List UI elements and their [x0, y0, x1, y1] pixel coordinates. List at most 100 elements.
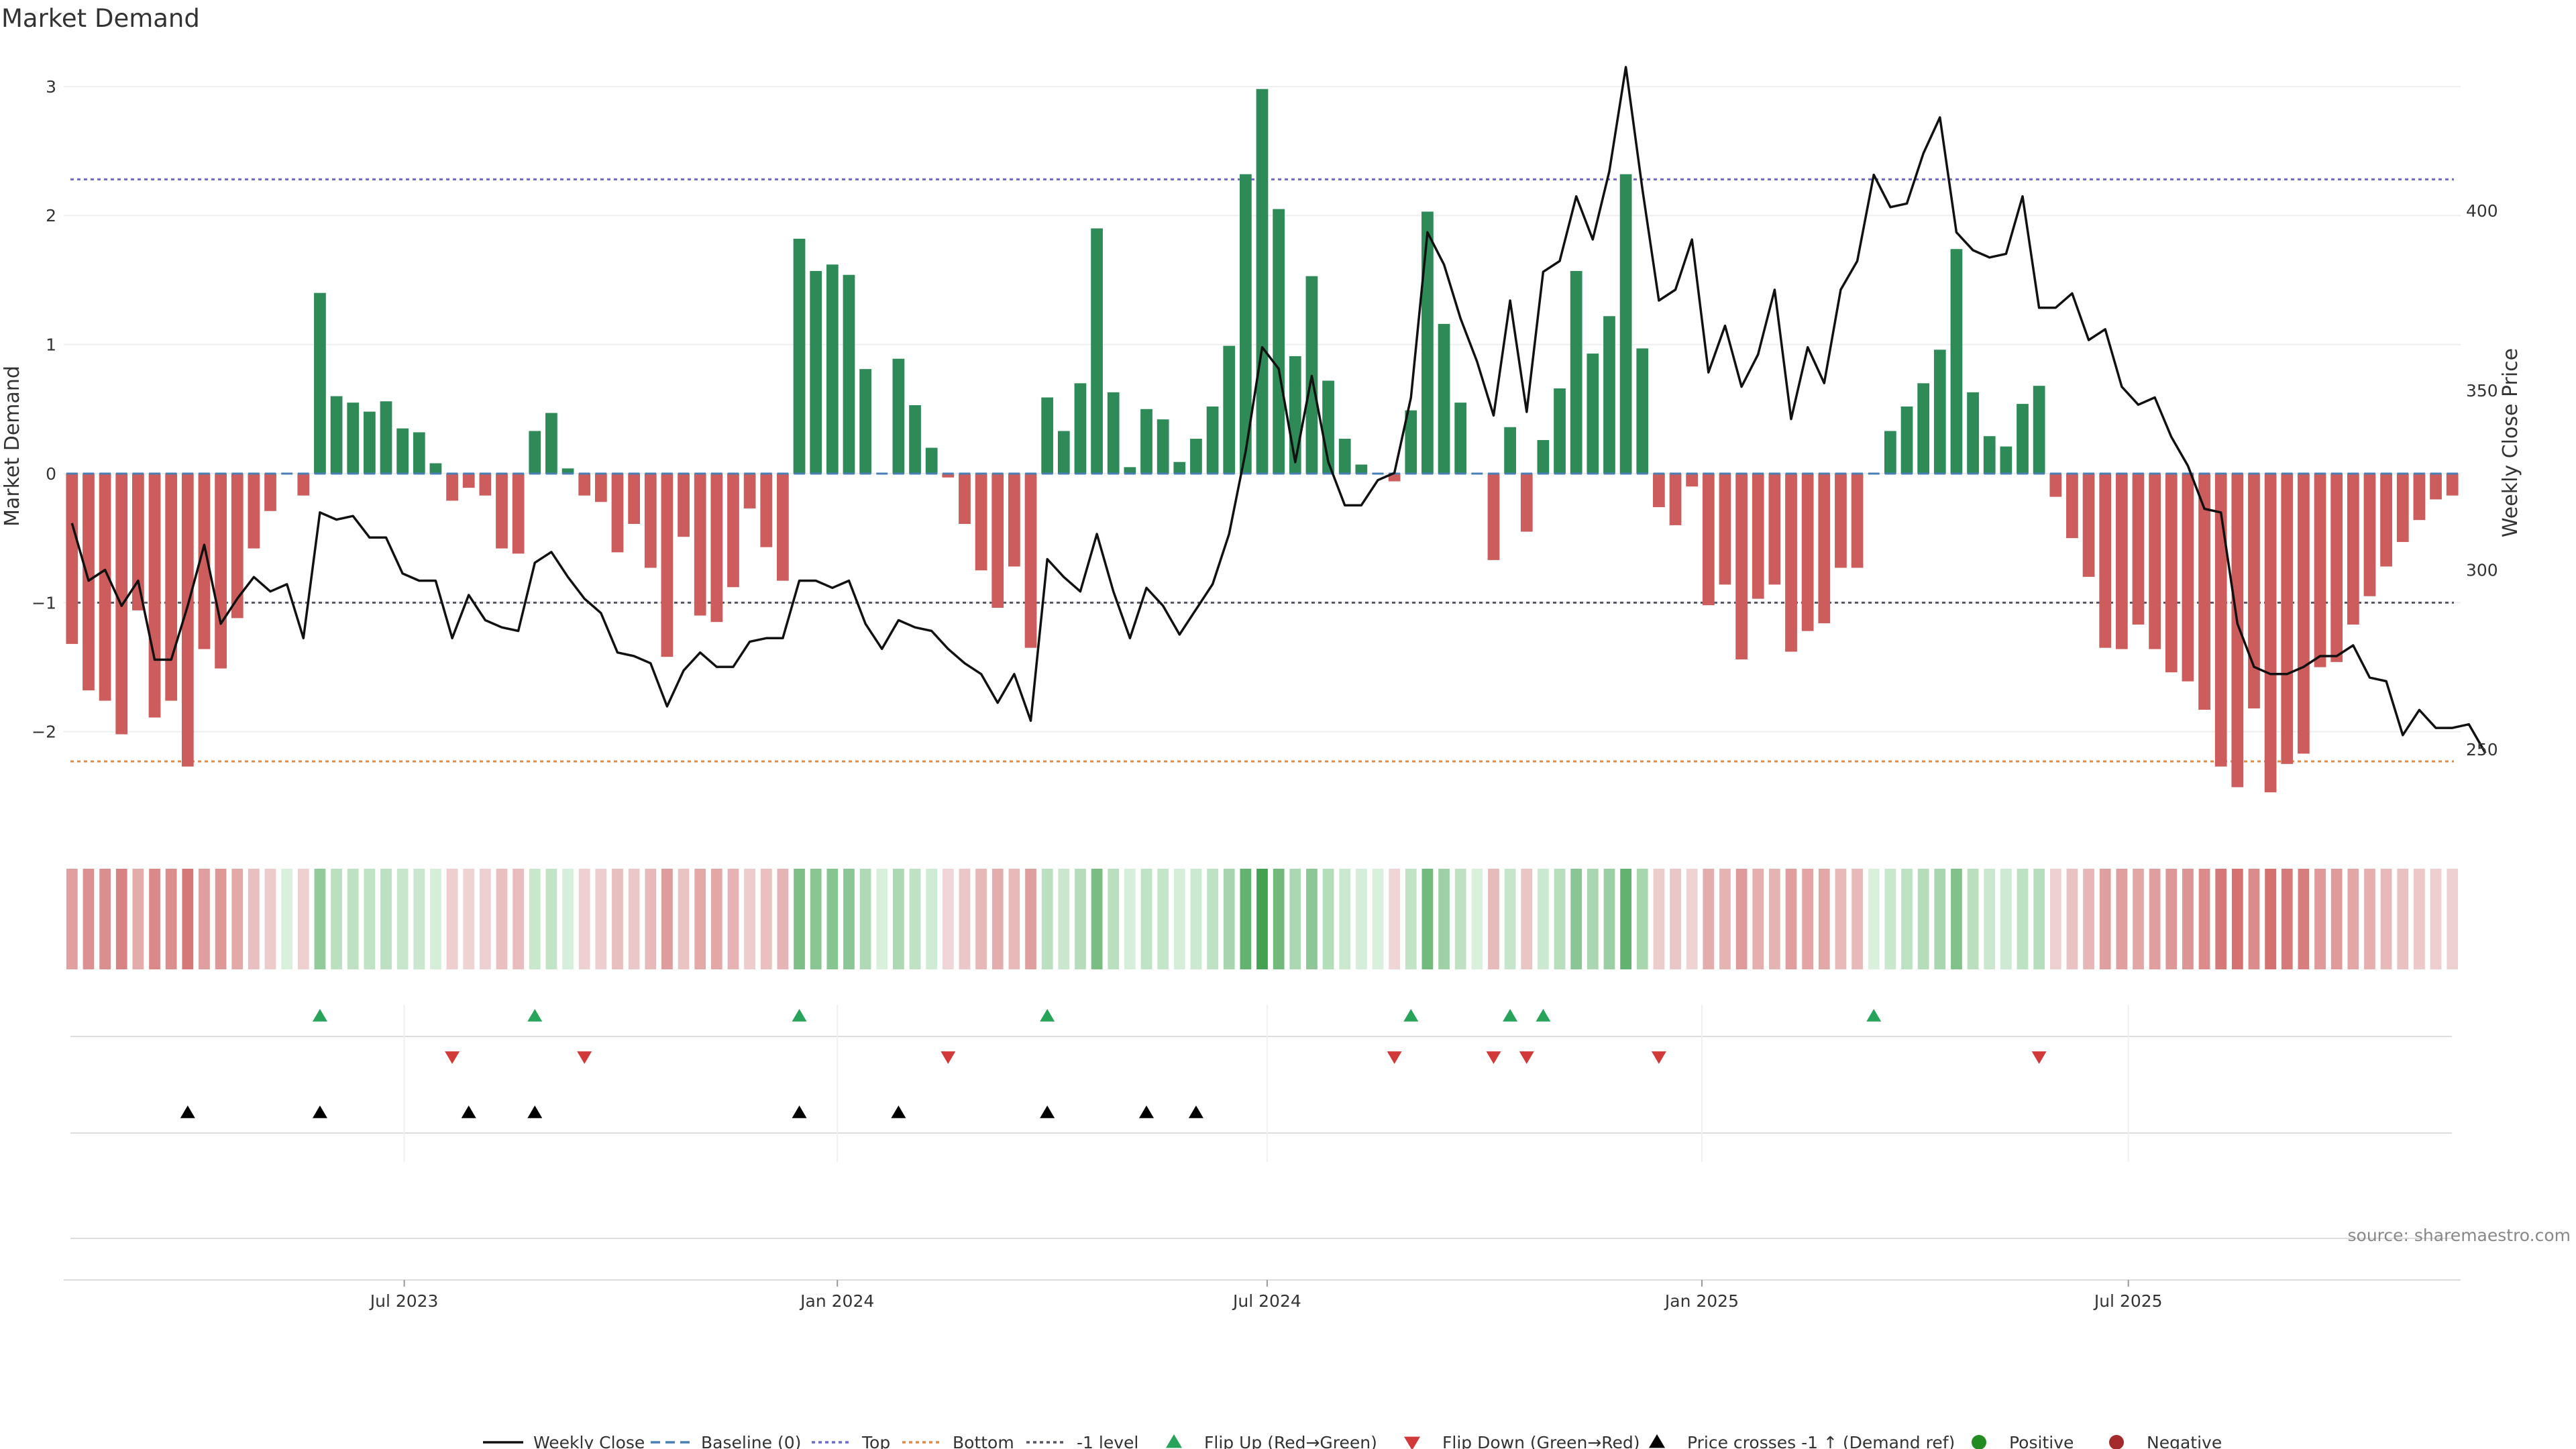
heat-cell-36: [661, 869, 673, 969]
heat-cell-134: [2281, 869, 2293, 969]
heat-cell-5: [149, 869, 160, 969]
heat-cell-132: [2248, 869, 2260, 969]
heat-cell-10: [231, 869, 244, 969]
flip-down-marker-4: [1486, 1051, 1501, 1064]
demand-bar-34: [628, 473, 640, 524]
demand-bar-133: [2264, 473, 2277, 793]
heat-cell-89: [1538, 869, 1549, 969]
demand-bar-137: [2330, 473, 2343, 662]
heat-cell-124: [2116, 869, 2128, 969]
heat-cell-72: [1256, 869, 1268, 969]
heat-cell-53: [942, 869, 954, 969]
heat-cell-114: [1951, 869, 1962, 969]
heat-cell-143: [2430, 869, 2442, 969]
heat-cell-54: [959, 869, 971, 969]
demand-bar-102: [1752, 473, 1764, 599]
demand-bar-118: [2017, 404, 2029, 474]
heat-cell-135: [2298, 869, 2310, 969]
heat-cell-44: [794, 869, 805, 969]
heat-cell-75: [1306, 869, 1318, 969]
y-tick-left-4: −1: [32, 593, 56, 612]
price-cross-marker-4: [792, 1106, 807, 1118]
heat-cell-86: [1488, 869, 1499, 969]
heat-cell-103: [1769, 869, 1780, 969]
heat-cell-137: [2330, 869, 2343, 969]
heat-cell-49: [876, 869, 888, 969]
heat-cell-82: [1421, 869, 1434, 969]
heat-cell-13: [281, 869, 293, 969]
heat-cell-94: [1620, 869, 1631, 969]
heat-cell-38: [694, 869, 706, 969]
demand-bar-92: [1587, 354, 1599, 474]
legend: Weekly Close Baseline (0) Top Bottom -1 leve…: [483, 1433, 2222, 1449]
demand-bar-57: [1008, 473, 1020, 567]
heat-cell-20: [396, 869, 409, 969]
y-tick-right-3: 250: [2466, 740, 2498, 759]
flip-up-marker-2: [792, 1009, 807, 1022]
heat-cell-111: [1901, 869, 1913, 969]
demand-bar-131: [2231, 473, 2244, 788]
demand-bar-21: [413, 432, 425, 474]
heat-cell-4: [132, 869, 144, 969]
heat-cell-46: [826, 869, 839, 969]
demand-bar-11: [248, 473, 260, 549]
price-cross-marker-3: [527, 1106, 543, 1118]
heat-cell-133: [2265, 869, 2277, 969]
flip-up-marker-6: [1536, 1009, 1551, 1022]
heat-cell-92: [1587, 869, 1599, 969]
demand-bar-89: [1537, 439, 1550, 474]
heat-cell-140: [2380, 869, 2392, 969]
heat-cell-29: [545, 869, 557, 969]
legend-swatch-6: [1404, 1436, 1420, 1449]
heat-cell-67: [1173, 869, 1185, 969]
demand-bar-120: [2049, 473, 2062, 497]
y-tick-right-2: 300: [2466, 561, 2498, 580]
heat-cell-64: [1124, 869, 1136, 969]
heat-cell-69: [1207, 869, 1218, 969]
demand-bar-99: [1702, 473, 1715, 606]
heat-cell-55: [975, 869, 987, 969]
flip-up-marker-1: [527, 1009, 543, 1022]
heat-cell-83: [1438, 869, 1450, 969]
heat-cell-107: [1835, 869, 1847, 969]
demand-bar-69: [1206, 406, 1219, 474]
y-tick-left-0: 3: [46, 77, 56, 97]
heat-cell-115: [1967, 869, 1979, 969]
y-axis-ticks: 3 2 1 0 −1 −2 400 350 300 250: [32, 77, 2498, 759]
demand-bar-29: [545, 413, 557, 474]
legend-label-3: Bottom: [953, 1433, 1014, 1449]
demand-bar-39: [710, 473, 723, 623]
heat-cell-138: [2347, 869, 2359, 969]
weekly-close-line: [70, 66, 2487, 754]
demand-bar-97: [1669, 473, 1682, 525]
heat-cell-113: [1934, 869, 1946, 969]
heat-cell-23: [446, 869, 458, 969]
y-tick-right-1: 350: [2466, 381, 2498, 400]
heat-cell-142: [2414, 869, 2425, 969]
heat-cell-33: [612, 869, 623, 969]
demand-bar-61: [1074, 383, 1087, 474]
source-note: source: sharemaestro.com: [2348, 1226, 2571, 1245]
demand-bar-122: [2082, 473, 2095, 577]
heat-cell-87: [1504, 869, 1516, 969]
heat-cell-76: [1322, 869, 1334, 969]
demand-bar-141: [2396, 473, 2409, 542]
price-cross-marker-2: [461, 1106, 476, 1118]
heat-cell-131: [2231, 869, 2243, 969]
flip-up-marker-5: [1503, 1009, 1518, 1022]
heat-cell-32: [595, 869, 607, 969]
demand-bar-27: [512, 473, 525, 554]
demand-bar-36: [661, 473, 674, 657]
heat-cell-24: [463, 869, 475, 969]
heat-cell-9: [215, 869, 227, 969]
heat-cell-120: [2049, 869, 2061, 969]
demand-bar-5: [148, 473, 161, 718]
heat-cell-22: [430, 869, 441, 969]
legend-label-1: Baseline (0): [701, 1433, 801, 1449]
heat-cell-121: [2066, 869, 2078, 969]
heat-cell-48: [859, 869, 871, 969]
heat-cell-118: [2017, 869, 2029, 969]
x-tick-label-2: Jul 2024: [1232, 1291, 1301, 1311]
demand-bar-108: [1851, 473, 1864, 568]
demand-bar-94: [1619, 174, 1632, 474]
